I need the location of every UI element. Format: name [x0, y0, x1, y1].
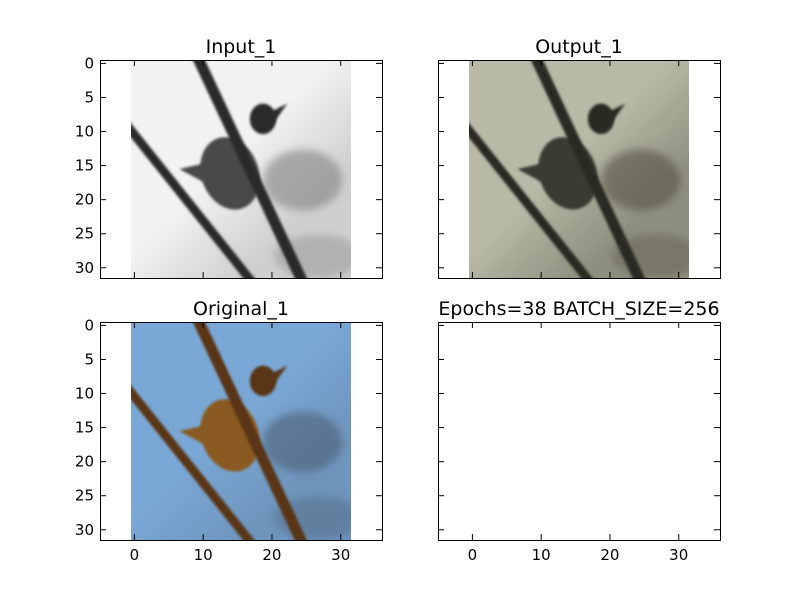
subplot-3: Original_1 0 5 10 15 20 25 30 0 10 20 30	[75, 298, 383, 564]
xtick-label: 20	[600, 546, 619, 564]
xtick-label: 10	[532, 546, 551, 564]
subplots: Input_1 0 5 10 15 20 25 30 Output_1 Original_1 0 5 1…	[75, 36, 721, 564]
image-color-reconstruction	[468, 60, 690, 278]
subplot-title: Input_1	[206, 36, 277, 58]
subplot-4: Epochs=38 BATCH_SIZE=256 0 10 20 30	[438, 298, 721, 564]
axes-frame	[438, 322, 721, 541]
ytick-label: 15	[75, 419, 94, 437]
subplot-2: Output_1	[438, 36, 721, 279]
ytick-label: 5	[84, 88, 94, 106]
ytick-label: 15	[75, 157, 94, 175]
subplot-title: Output_1	[535, 36, 623, 58]
xtick-label: 0	[130, 546, 140, 564]
ytick-label: 25	[75, 225, 94, 243]
ytick-label: 0	[84, 54, 94, 72]
ytick-label: 0	[84, 316, 94, 334]
ytick-label: 30	[75, 259, 94, 277]
xtick-label: 0	[468, 546, 478, 564]
image-color	[130, 322, 352, 540]
xtick-label: 20	[262, 546, 281, 564]
ytick-label: 10	[75, 385, 94, 403]
ytick-label: 20	[75, 191, 94, 209]
subplot-title: Epochs=38 BATCH_SIZE=256	[438, 298, 719, 320]
ytick-label: 25	[75, 487, 94, 505]
xtick-label: 30	[669, 546, 688, 564]
subplot-title: Original_1	[193, 298, 289, 320]
axes-frame	[100, 322, 383, 541]
xtick-label: 10	[194, 546, 213, 564]
ytick-label: 5	[84, 350, 94, 368]
ytick-label: 20	[75, 453, 94, 471]
xtick-label: 30	[331, 546, 350, 564]
ytick-label: 10	[75, 123, 94, 141]
axes-frame	[100, 60, 383, 279]
axes-frame	[438, 60, 721, 279]
subplot-1: Input_1 0 5 10 15 20 25 30	[75, 36, 383, 279]
image-grayscale	[130, 60, 352, 278]
ytick-label: 30	[75, 521, 94, 539]
